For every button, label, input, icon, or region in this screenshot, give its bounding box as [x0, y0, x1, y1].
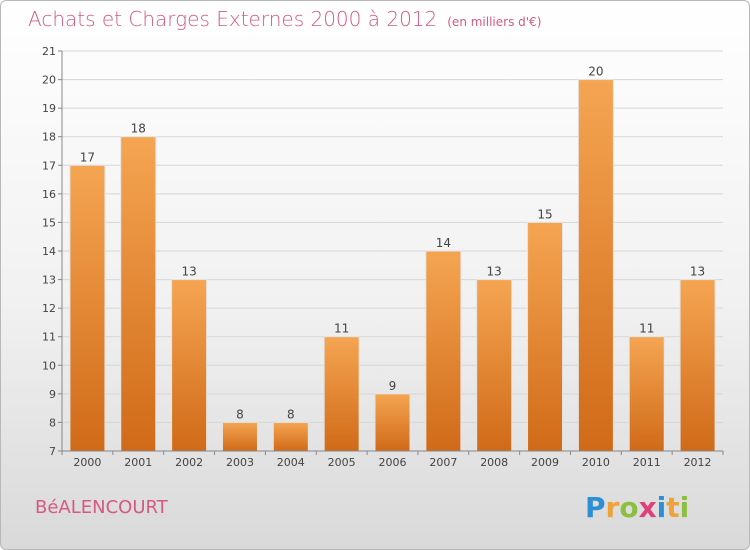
y-tick-label: 16 — [42, 188, 56, 201]
logo-letter: t — [666, 491, 680, 524]
title-text: Achats et Charges Externes 2000 à 2012 — [28, 7, 438, 31]
y-tick-label: 14 — [42, 245, 56, 258]
x-tick-label: 2001 — [124, 456, 152, 469]
bar-group: 8 — [272, 407, 309, 452]
bar — [527, 221, 564, 452]
proxiti-logo: Proxiti — [585, 491, 689, 524]
bar-value-label: 11 — [639, 322, 654, 336]
chart-title: Achats et Charges Externes 2000 à 2012 (e… — [28, 7, 541, 31]
bar-group: 11 — [628, 322, 665, 452]
bar-value-label: 13 — [690, 265, 705, 279]
bar-value-label: 8 — [236, 407, 244, 421]
bar — [577, 79, 614, 452]
bar-value-label: 17 — [80, 150, 95, 164]
y-tick-label: 11 — [42, 331, 56, 344]
bar-value-label: 8 — [287, 407, 295, 421]
location-name: BéALENCOURT — [35, 497, 168, 518]
logo-letter: o — [619, 491, 639, 524]
bar — [476, 279, 513, 452]
bar — [425, 250, 462, 452]
x-tick-label: 2004 — [277, 456, 305, 469]
bar — [374, 393, 411, 452]
bar-value-label: 13 — [487, 265, 502, 279]
y-tick-label: 9 — [49, 388, 56, 401]
y-tick-label: 18 — [42, 131, 56, 144]
bar — [221, 421, 258, 452]
x-axis: 2000 2001 2002 2003 2004 2005 2006 2007 2008 2009… — [61, 450, 724, 469]
y-tick-label: 20 — [42, 74, 56, 87]
unit-text: (en milliers d'€) — [447, 15, 542, 29]
y-tick-label: 10 — [42, 359, 56, 372]
bar-value-label: 9 — [389, 379, 397, 393]
y-axis: 7 8 9 10 11 12 13 14 15 16 17 18 19 20 21 — [42, 45, 63, 458]
y-tick-label: 19 — [42, 102, 56, 115]
y-tick-label: 13 — [42, 274, 56, 287]
y-tick-label: 8 — [49, 416, 56, 429]
logo-letter: i — [679, 491, 690, 524]
bar-value-label: 18 — [131, 122, 146, 136]
bar-group: 11 — [323, 322, 360, 452]
bar-value-label: 15 — [537, 207, 552, 221]
y-tick-label: 17 — [42, 159, 56, 172]
bar — [272, 421, 309, 452]
bar-value-label: 20 — [588, 65, 603, 79]
bar-group: 13 — [679, 265, 716, 452]
x-tick-label: 2000 — [73, 456, 101, 469]
x-tick-label: 2009 — [531, 456, 559, 469]
bars: 17 18 13 8 8 11 9 14 13 15 20 11 13 — [69, 65, 716, 452]
bar-group: 15 — [527, 207, 564, 452]
y-tick-label: 15 — [42, 216, 56, 229]
logo-letter: i — [656, 491, 667, 524]
bar-group: 13 — [476, 265, 513, 452]
logo-letter: r — [605, 491, 620, 524]
bar-group: 13 — [171, 265, 208, 452]
x-tick-label: 2010 — [582, 456, 610, 469]
logo-letter: x — [638, 491, 657, 524]
bar-group: 18 — [120, 122, 157, 452]
bar-group: 14 — [425, 236, 462, 452]
x-tick-label: 2011 — [633, 456, 661, 469]
y-tick-label: 21 — [42, 45, 56, 58]
bar-value-label: 14 — [436, 236, 451, 250]
bar-group: 8 — [221, 407, 258, 452]
bar — [120, 136, 157, 452]
bar — [171, 279, 208, 452]
y-tick-label: 7 — [49, 445, 56, 458]
x-tick-label: 2003 — [226, 456, 254, 469]
bar-group: 9 — [374, 379, 411, 452]
bar — [323, 336, 360, 452]
y-tick-label: 12 — [42, 302, 56, 315]
bar — [679, 279, 716, 452]
logo-letter: P — [585, 491, 606, 524]
x-tick-label: 2008 — [480, 456, 508, 469]
bar-value-label: 11 — [334, 322, 349, 336]
bar — [69, 164, 106, 452]
x-tick-label: 2007 — [429, 456, 457, 469]
bar-group: 20 — [577, 65, 614, 452]
x-tick-label: 2002 — [175, 456, 203, 469]
bar — [628, 336, 665, 452]
x-tick-label: 2012 — [684, 456, 712, 469]
bar-group: 17 — [69, 150, 106, 452]
x-tick-label: 2006 — [379, 456, 407, 469]
x-tick-label: 2005 — [328, 456, 356, 469]
bar-value-label: 13 — [181, 265, 196, 279]
